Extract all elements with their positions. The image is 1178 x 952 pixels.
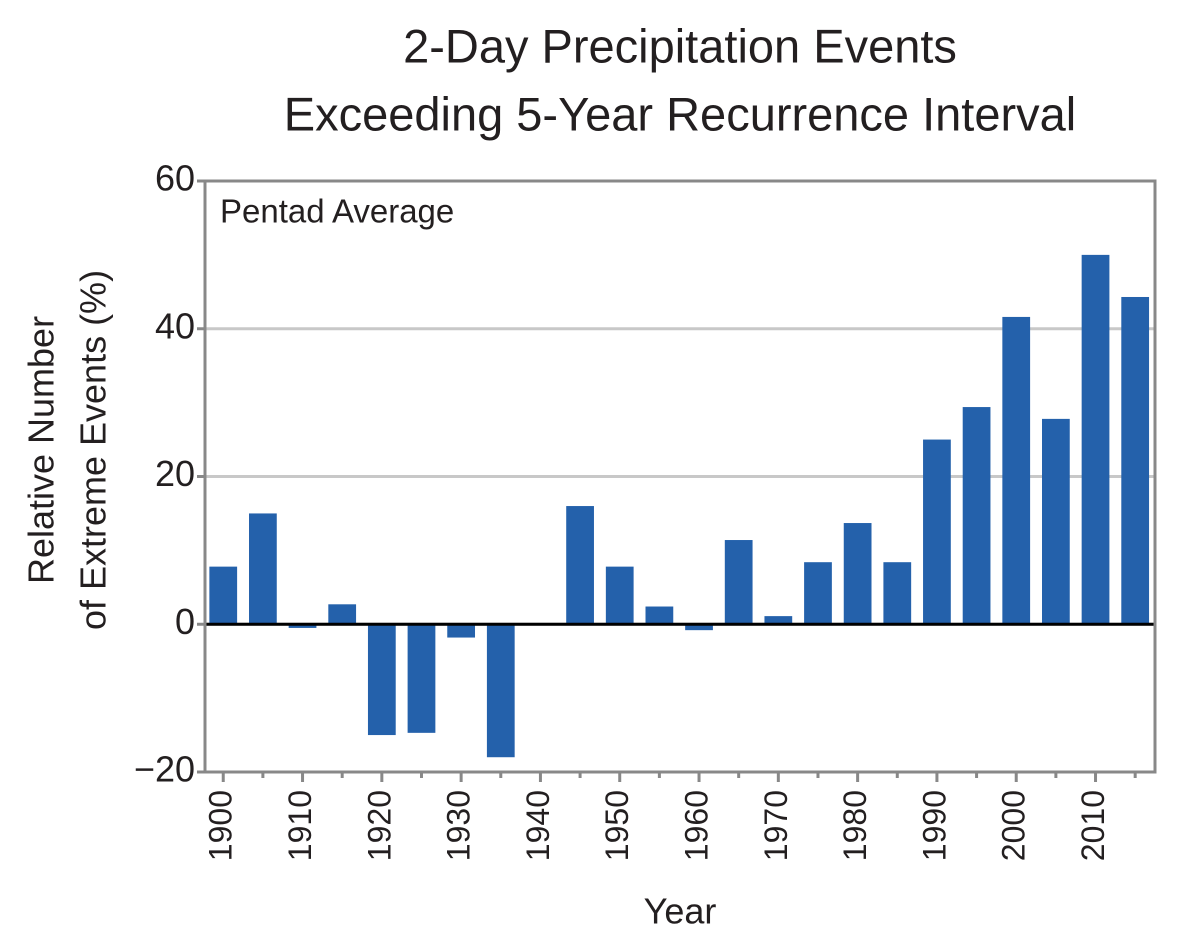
annotation: Pentad Average — [220, 193, 454, 230]
bar — [764, 616, 793, 625]
x-tick-label: 1900 — [203, 790, 239, 861]
y-tick-label: 60 — [155, 158, 195, 199]
bar — [288, 624, 317, 628]
y-tick-label: 20 — [155, 453, 195, 494]
bar — [843, 523, 872, 625]
bar — [367, 624, 396, 736]
bar — [1121, 296, 1150, 625]
bar — [1041, 418, 1070, 625]
bar — [804, 562, 832, 625]
chart-title: Exceeding 5-Year Recurrence Interval — [284, 87, 1076, 140]
bar — [328, 604, 357, 625]
x-tick-label: 2010 — [1075, 790, 1111, 861]
bar — [605, 566, 634, 625]
x-tick-label: 2000 — [996, 790, 1032, 861]
x-tick-label: 1930 — [441, 790, 477, 861]
bar — [883, 562, 912, 625]
bar — [724, 540, 753, 625]
bar — [645, 606, 674, 625]
y-axis-label: Relative Number — [21, 316, 62, 584]
x-tick-label: 1970 — [758, 790, 794, 861]
bar — [407, 624, 436, 733]
x-tick-label: 1910 — [282, 790, 318, 861]
x-axis-label: Year — [644, 891, 717, 932]
bar — [962, 407, 991, 625]
chart-title: 2-Day Precipitation Events — [403, 19, 957, 72]
bar — [923, 439, 951, 625]
bar — [1002, 316, 1031, 625]
x-tick-label: 1920 — [361, 790, 397, 861]
bar — [1081, 254, 1110, 625]
bar — [209, 566, 238, 625]
plot-frame — [203, 179, 1157, 774]
bar — [486, 624, 515, 758]
y-tick-label: 0 — [175, 601, 195, 642]
bar — [566, 506, 594, 625]
x-tick-label: 1990 — [916, 790, 952, 861]
x-tick-label: 1960 — [678, 790, 714, 861]
y-axis-label: of Extreme Events (%) — [73, 270, 114, 630]
x-tick-label: 1950 — [599, 790, 635, 861]
bar — [249, 513, 277, 625]
x-tick-label: 1940 — [520, 790, 556, 861]
x-tick-label: 1980 — [837, 790, 873, 861]
bar — [447, 624, 476, 638]
bar — [685, 624, 713, 631]
y-tick-label: −20 — [134, 749, 195, 790]
y-tick-label: 40 — [155, 305, 195, 346]
